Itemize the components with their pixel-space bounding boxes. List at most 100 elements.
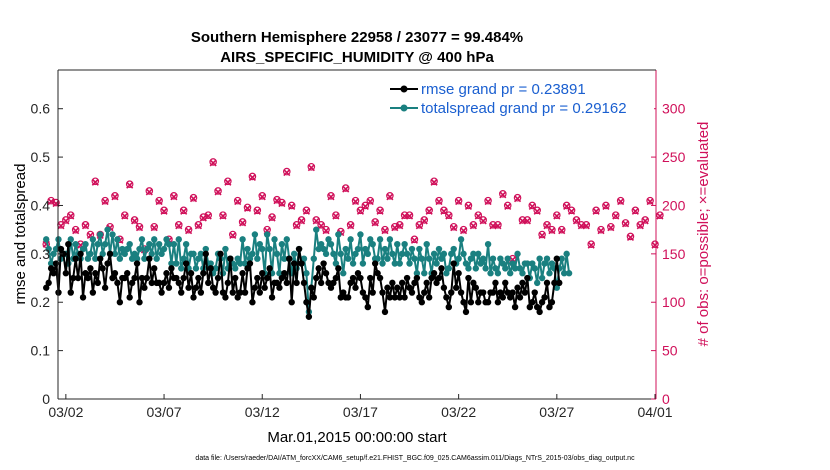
rmse-point [163, 270, 170, 277]
spread-point [536, 255, 543, 262]
spread-point [494, 270, 502, 277]
obs-evaluated-stroke [317, 222, 325, 230]
obs-evaluated-stroke [81, 222, 90, 230]
spread-point [202, 245, 209, 253]
spread-point [163, 236, 170, 243]
spread-point [332, 260, 340, 267]
spread-point [416, 245, 423, 253]
obs-possible-point [381, 225, 389, 234]
spread-point [119, 245, 126, 253]
rmse-point [128, 279, 136, 287]
obs-evaluated-stroke [307, 164, 315, 172]
obs-evaluated-point [302, 207, 310, 215]
obs-evaluated-point [396, 222, 404, 230]
obs-evaluated-point [548, 227, 556, 235]
rmse-point [391, 294, 399, 301]
rmse-point [484, 299, 492, 306]
obs-evaluated-point [626, 233, 635, 241]
obs-possible-point [366, 196, 375, 205]
rmse-point [425, 294, 433, 301]
obs-possible-point [538, 230, 546, 239]
spread-point [445, 265, 453, 272]
rmse-point [403, 274, 411, 282]
rmse-point [278, 274, 286, 282]
spread-point [475, 250, 482, 258]
obs-evaluated-stroke [617, 198, 625, 206]
obs-possible-point [243, 203, 252, 212]
obs-evaluated-stroke [160, 207, 168, 215]
rmse-point [246, 260, 254, 267]
rmse-point [389, 279, 396, 287]
obs-evaluated-stroke [194, 222, 202, 230]
rmse-point [273, 279, 281, 287]
spread-point [87, 250, 94, 258]
rmse-point [423, 279, 430, 287]
obs-evaluated-point [469, 222, 477, 230]
rmse-point [502, 279, 509, 287]
obs-evaluated-point [81, 222, 90, 230]
spread-point [320, 245, 327, 253]
obs-possible-point [376, 206, 384, 215]
obs-possible-point [351, 196, 360, 205]
obs-evaluated-stroke [528, 202, 536, 211]
rmse-point [445, 303, 453, 311]
rmse-point [494, 299, 502, 306]
obs-evaluated-stroke [538, 231, 546, 240]
y-tick-label-right: 100 [662, 294, 686, 310]
obs-evaluated-stroke [641, 217, 649, 225]
spread-point [143, 245, 151, 253]
spread-point [563, 250, 570, 258]
obs-evaluated-stroke [371, 219, 379, 227]
obs-evaluated-stroke [288, 202, 296, 211]
obs-evaluated-point [67, 212, 75, 220]
obs-evaluated-stroke [283, 169, 291, 177]
rmse-point [521, 289, 529, 296]
spread-point [450, 245, 457, 253]
obs-evaluated-stroke [626, 233, 635, 241]
obs-evaluated-point [464, 202, 473, 211]
obs-evaluated-point [617, 198, 625, 206]
obs-evaluated-point [322, 227, 330, 235]
spread-point [278, 240, 286, 248]
obs-evaluated-point [587, 241, 595, 249]
obs-evaluated-stroke [523, 217, 531, 225]
rmse-point [209, 284, 217, 291]
spread-point [234, 255, 241, 262]
obs-evaluated-stroke [553, 212, 561, 220]
rmse-point [327, 284, 335, 291]
spread-point [396, 260, 403, 267]
obs-possible-point [297, 216, 306, 224]
spread-point [104, 226, 111, 233]
obs-evaluated-point [297, 217, 306, 225]
obs-evaluated-point [592, 207, 600, 215]
rmse-point [92, 270, 99, 277]
rmse-point [57, 245, 65, 253]
rmse-point [303, 299, 310, 306]
obs-possible-point [371, 218, 379, 226]
obs-possible-point [327, 191, 335, 200]
spread-point [497, 255, 504, 262]
rmse-point [479, 289, 487, 296]
obs-evaluated-point [347, 222, 355, 230]
spread-point [259, 245, 266, 253]
obs-evaluated-point [189, 195, 198, 203]
spread-point [509, 260, 516, 267]
obs-evaluated-point [376, 207, 384, 215]
obs-possible-point [469, 221, 478, 229]
rmse-series [43, 240, 563, 320]
obs-evaluated-stroke [126, 181, 134, 189]
obs-possible-point [204, 211, 213, 219]
obs-evaluated-point [445, 212, 453, 220]
obs-evaluated-stroke [268, 214, 276, 222]
spread-point [342, 245, 349, 253]
rmse-point [357, 274, 364, 282]
obs-possible-point [302, 206, 311, 215]
rmse-point [516, 294, 524, 301]
spread-point [249, 250, 256, 258]
obs-possible-point [238, 218, 247, 226]
obs-evaluated-stroke [229, 231, 237, 240]
rmse-point [195, 274, 202, 282]
obs-possible-point [420, 216, 429, 224]
obs-possible-point [160, 206, 168, 215]
obs-evaluated-stroke [455, 198, 463, 206]
